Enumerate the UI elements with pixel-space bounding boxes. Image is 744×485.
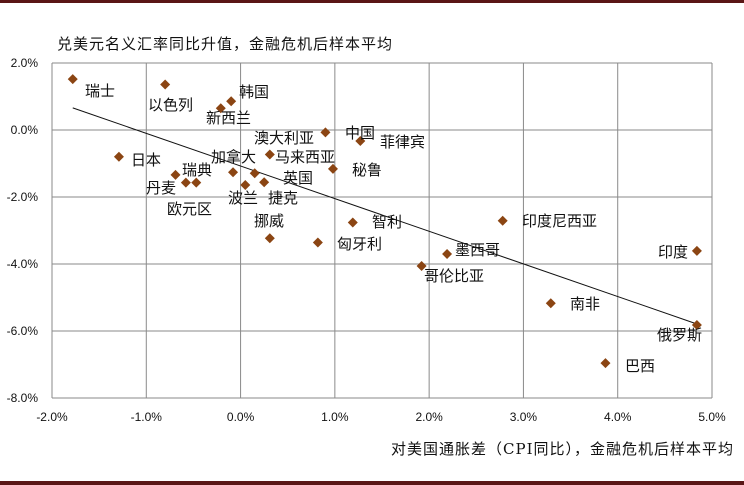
diamond-marker (160, 79, 171, 90)
y-tick-label: 0.0% (11, 123, 39, 137)
point-label: 挪威 (254, 212, 284, 230)
diamond-marker (320, 127, 331, 138)
point-label: 印度尼西亚 (522, 212, 597, 230)
x-tick-label: -2.0% (36, 410, 68, 424)
point-label: 波兰 (228, 189, 258, 207)
diamond-marker (228, 167, 239, 178)
x-tick-label: 4.0% (604, 410, 632, 424)
point-label: 日本 (131, 151, 161, 169)
gridlines (51, 62, 713, 399)
diamond-marker (442, 248, 453, 259)
y-tick-label: -6.0% (7, 324, 39, 338)
diamond-marker (691, 319, 702, 330)
x-tick-label: 1.0% (321, 410, 349, 424)
point-label: 巴西 (625, 357, 655, 375)
x-tick-label: 3.0% (510, 410, 538, 424)
diamond-marker (312, 237, 323, 248)
point-label: 马来西亚 (275, 148, 335, 166)
diamond-marker (180, 177, 191, 188)
point-label: 南非 (570, 295, 600, 313)
diamond-marker (170, 169, 181, 180)
diamond-marker (327, 163, 338, 174)
point-label: 澳大利亚 (254, 129, 314, 147)
point-label: 以色列 (148, 96, 193, 114)
point-label: 匈牙利 (337, 235, 382, 253)
diamond-marker (240, 179, 251, 190)
point-label: 英国 (283, 169, 313, 187)
diamond-marker (264, 233, 275, 244)
point-label: 加拿大 (211, 148, 256, 166)
diamond-marker (347, 217, 358, 228)
chart-title: 兑美元名义汇率同比升值，金融危机后样本平均 (57, 35, 394, 53)
diamond-marker (259, 177, 270, 188)
point-label: 瑞典 (182, 161, 212, 179)
diamond-marker (497, 215, 508, 226)
point-label: 新西兰 (206, 109, 251, 127)
point-label: 菲律宾 (380, 133, 425, 151)
diamond-marker (113, 151, 124, 162)
top-rule (0, 0, 744, 3)
point-label: 墨西哥 (455, 241, 500, 259)
point-label: 秘鲁 (352, 161, 382, 179)
point-label: 印度 (658, 243, 688, 261)
diamond-marker (545, 298, 556, 309)
y-axis-ticks: 2.0% 0.0% -2.0% -4.0% -6.0% -8.0% (7, 56, 39, 405)
x-tick-label: -1.0% (131, 410, 163, 424)
y-tick-label: -8.0% (7, 391, 39, 405)
data-points (67, 74, 702, 369)
diamond-marker (691, 245, 702, 256)
x-axis-label: 对美国通胀差（CPI同比），金融危机后样本平均 (391, 440, 734, 458)
diamond-marker (264, 149, 275, 160)
point-label: 哥伦比亚 (424, 267, 484, 285)
x-tick-label: 0.0% (227, 410, 255, 424)
point-label: 欧元区 (167, 200, 212, 218)
diamond-marker (416, 261, 427, 272)
diamond-marker (191, 177, 202, 188)
diamond-marker (67, 74, 78, 85)
point-label: 丹麦 (146, 179, 176, 197)
y-tick-label: -4.0% (7, 257, 39, 271)
point-label: 瑞士 (85, 82, 115, 100)
diamond-marker (215, 103, 226, 114)
trendline-path (72, 107, 698, 325)
point-label: 俄罗斯 (657, 326, 702, 344)
trendline (72, 107, 698, 325)
point-label: 韩国 (239, 83, 269, 101)
x-tick-label: 2.0% (415, 410, 443, 424)
diamond-marker (355, 136, 366, 147)
point-label: 中国 (345, 124, 375, 142)
diamond-marker (600, 358, 611, 369)
x-axis-ticks: -2.0% -1.0% 0.0% 1.0% 2.0% 3.0% 4.0% 5.0% (36, 410, 726, 424)
point-label: 智利 (372, 213, 402, 231)
x-tick-label: 5.0% (698, 410, 726, 424)
y-tick-label: 2.0% (11, 56, 39, 70)
diamond-marker (226, 96, 237, 107)
bottom-rule (0, 481, 744, 485)
diamond-marker (249, 168, 260, 179)
point-label: 捷克 (268, 189, 298, 207)
y-tick-label: -2.0% (7, 190, 39, 204)
